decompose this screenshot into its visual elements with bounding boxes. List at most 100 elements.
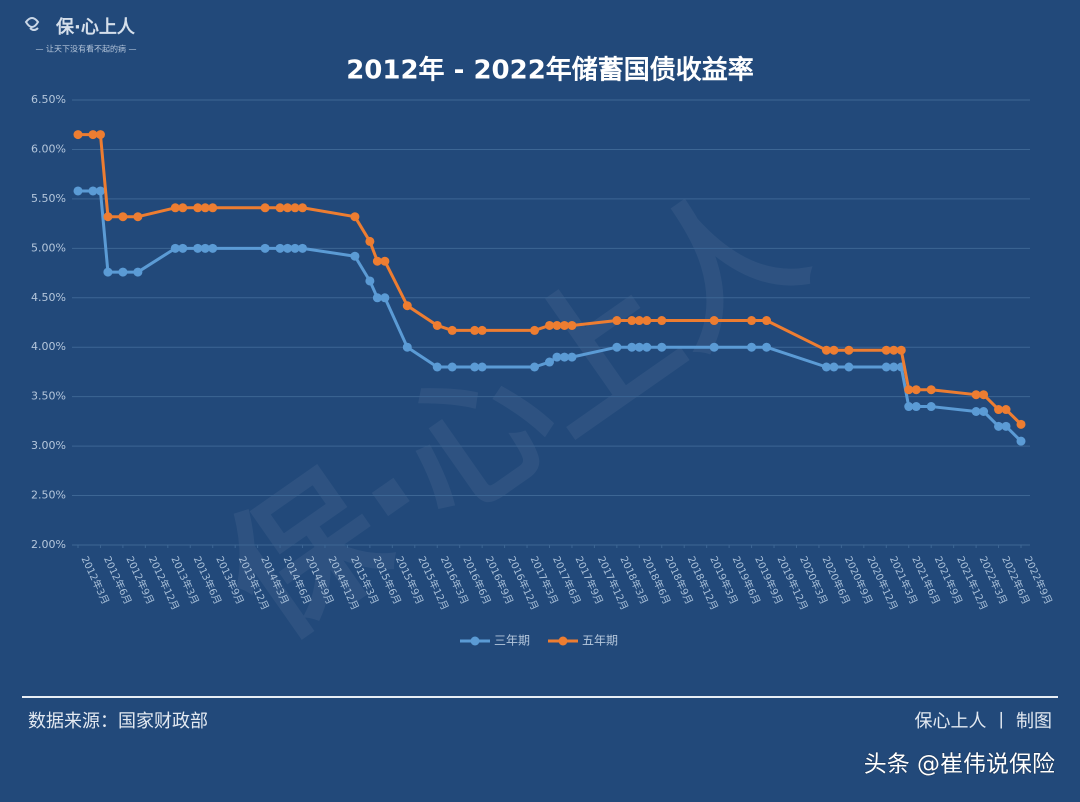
point xyxy=(432,320,442,330)
legend-marker xyxy=(470,636,480,646)
point xyxy=(545,320,554,330)
point xyxy=(889,362,899,372)
point xyxy=(844,345,854,355)
point xyxy=(545,357,554,367)
point xyxy=(447,362,457,372)
point xyxy=(133,267,143,277)
y-tick-label: 4.50% xyxy=(31,291,66,304)
point xyxy=(904,385,914,395)
point xyxy=(432,362,442,372)
point xyxy=(926,402,936,412)
point xyxy=(911,385,921,395)
y-tick-label: 2.00% xyxy=(31,538,66,551)
y-tick-label: 3.00% xyxy=(31,439,66,452)
point xyxy=(380,256,390,266)
point xyxy=(926,385,936,395)
point xyxy=(979,407,989,416)
point xyxy=(350,212,360,222)
point xyxy=(290,203,300,213)
point xyxy=(170,203,180,213)
point xyxy=(118,267,128,277)
y-tick-label: 6.50% xyxy=(31,93,66,106)
y-tick-label: 3.50% xyxy=(31,390,66,403)
point xyxy=(178,203,188,213)
y-tick-label: 6.00% xyxy=(31,142,66,155)
point xyxy=(552,320,562,330)
point xyxy=(103,212,113,222)
point xyxy=(95,130,105,140)
point xyxy=(103,267,113,277)
logo-icon xyxy=(24,17,40,31)
point xyxy=(88,130,98,140)
point xyxy=(994,421,1004,431)
point xyxy=(178,243,188,253)
point xyxy=(1016,436,1026,446)
y-tick-label: 4.00% xyxy=(31,340,66,353)
point xyxy=(200,243,210,253)
point xyxy=(365,236,375,246)
point xyxy=(634,342,644,352)
point xyxy=(657,342,667,352)
point xyxy=(260,243,270,253)
point xyxy=(829,362,839,372)
point xyxy=(380,293,390,303)
point xyxy=(275,243,285,253)
point xyxy=(642,316,652,326)
point xyxy=(657,316,667,326)
y-tick-label: 5.00% xyxy=(31,241,66,254)
point xyxy=(208,243,218,253)
point xyxy=(200,203,210,213)
point xyxy=(979,390,989,400)
point xyxy=(118,212,128,222)
point xyxy=(470,362,480,372)
point xyxy=(350,251,360,261)
point xyxy=(634,316,644,326)
point xyxy=(73,130,83,140)
legend-label: 三年期 xyxy=(494,634,530,648)
point xyxy=(844,362,854,372)
point xyxy=(709,316,719,326)
point xyxy=(627,342,637,352)
logo-tagline: — 让天下没有看不起的病 — xyxy=(35,44,136,54)
point xyxy=(298,243,308,253)
logo-name: 保·心上人 xyxy=(55,16,136,38)
point xyxy=(260,203,270,213)
point xyxy=(612,342,622,352)
point xyxy=(881,362,891,372)
point xyxy=(170,243,180,253)
point xyxy=(567,320,577,330)
point xyxy=(559,320,569,330)
point xyxy=(1001,405,1011,415)
legend-label: 五年期 xyxy=(582,634,618,648)
credit: 保心上人 丨 制图 xyxy=(915,711,1052,732)
point xyxy=(904,402,914,412)
point xyxy=(829,345,839,355)
point xyxy=(567,352,577,362)
point xyxy=(821,345,831,355)
point xyxy=(208,203,218,213)
point xyxy=(447,325,457,335)
point xyxy=(559,352,569,362)
point xyxy=(747,342,757,352)
point xyxy=(612,316,622,326)
point xyxy=(627,316,637,326)
point xyxy=(911,402,921,412)
point xyxy=(133,212,143,222)
point xyxy=(747,316,757,326)
point xyxy=(193,243,203,253)
point xyxy=(275,203,285,213)
point xyxy=(971,390,981,400)
point xyxy=(298,203,308,213)
point xyxy=(762,316,772,326)
point xyxy=(1001,421,1011,431)
point xyxy=(73,186,83,196)
point xyxy=(896,345,906,355)
point xyxy=(372,256,382,266)
point xyxy=(881,345,891,355)
point xyxy=(709,342,719,352)
point xyxy=(193,203,203,213)
y-tick-label: 5.50% xyxy=(31,192,66,205)
chart-title: 2012年 - 2022年储蓄国债收益率 xyxy=(346,55,754,86)
point xyxy=(1016,419,1026,429)
